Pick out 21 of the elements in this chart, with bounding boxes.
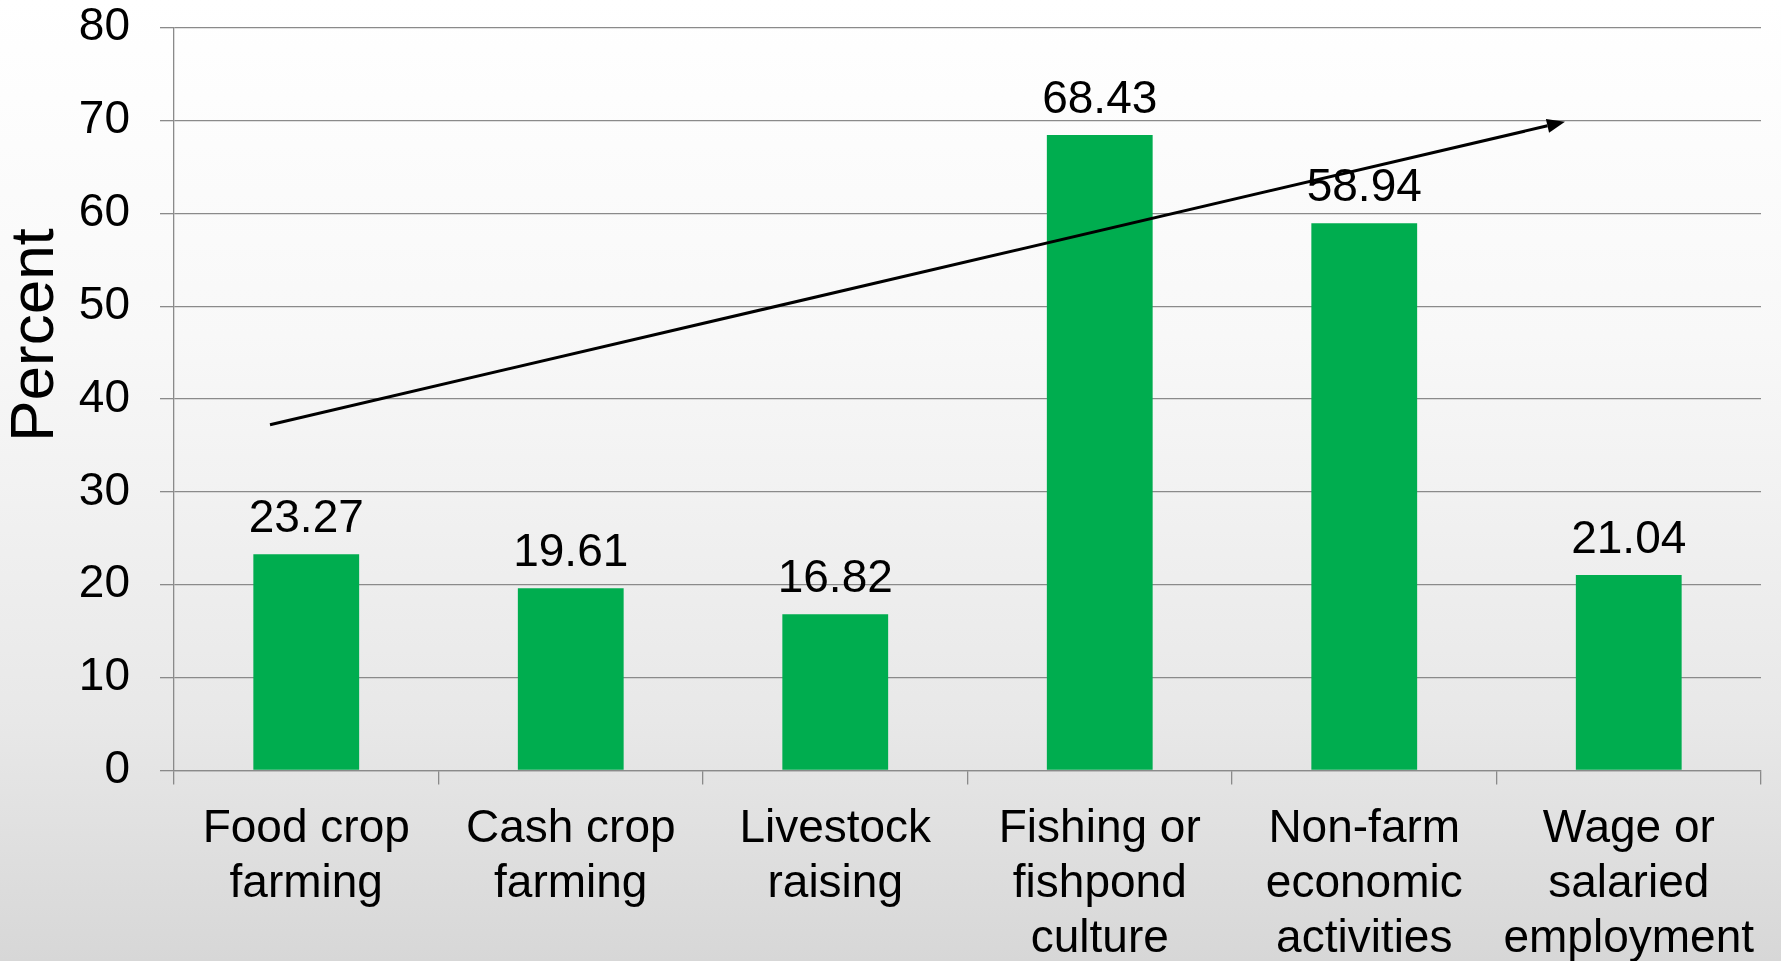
- data-label: 16.82: [777, 550, 893, 603]
- y-tick-label: 10: [78, 648, 130, 701]
- x-tick-label: Cash crop farming: [465, 799, 676, 907]
- data-label: 23.27: [248, 490, 364, 543]
- y-axis-title: Percent: [0, 228, 67, 442]
- y-tick-label: 0: [104, 741, 130, 794]
- y-tick-label: 20: [78, 555, 130, 608]
- y-tick-label: 50: [78, 276, 130, 329]
- data-label: 58.94: [1306, 159, 1422, 212]
- y-tick-label: 60: [78, 183, 130, 236]
- y-tick-label: 80: [78, 0, 130, 51]
- data-label: 21.04: [1571, 511, 1687, 564]
- x-tick-label: Livestock raising: [739, 799, 933, 907]
- data-label: 68.43: [1042, 71, 1158, 124]
- x-tick-label: Non-farm economic activities: [1265, 799, 1463, 961]
- y-tick-label: 30: [78, 462, 130, 515]
- y-tick-label: 70: [78, 91, 130, 144]
- y-tick-label: 40: [78, 369, 130, 422]
- data-label: 19.61: [513, 524, 629, 577]
- x-tick-label: Food crop farming: [202, 799, 410, 907]
- x-tick-label: Fishing or fishpond culture: [998, 799, 1201, 961]
